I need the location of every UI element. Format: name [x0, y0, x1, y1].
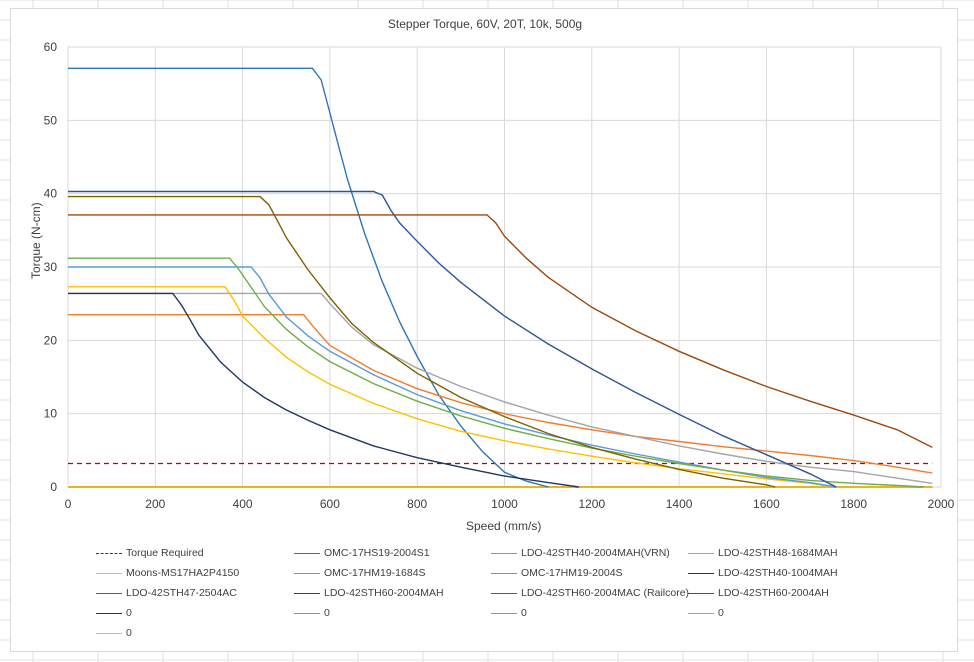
x-tick-label: 1000 [491, 497, 518, 511]
legend-swatch [96, 592, 122, 594]
legend-item[interactable]: LDO-42STH47-2504AC [96, 587, 237, 599]
legend-label: OMC-17HM19-2004S [521, 567, 623, 579]
legend-label: LDO-42STH60-2004MAH [324, 587, 444, 599]
series-line-8[interactable] [68, 195, 776, 488]
y-tick-label: 30 [44, 260, 58, 274]
plot-svg: 0 200 400 600 800 1000 1200 1400 1600 1800 2000 0 10… [44, 40, 955, 511]
x-tick-label: 0 [65, 497, 72, 511]
legend-label: LDO-42STH40-2004MAH(VRN) [521, 547, 670, 559]
x-tick-label: 200 [145, 497, 165, 511]
chart-area[interactable]: Stepper Torque, 60V, 20T, 10k, 500g 0 200… [10, 8, 958, 652]
legend-item[interactable]: Torque Required [96, 547, 204, 559]
legend-label: Torque Required [126, 547, 204, 559]
x-tick-label: 2000 [928, 497, 955, 511]
legend-label: 0 [126, 607, 132, 619]
y-tick-label: 10 [44, 407, 58, 421]
legend-swatch [294, 572, 320, 574]
legend-swatch [688, 552, 714, 554]
legend-label: OMC-17HS19-2004S1 [324, 547, 430, 559]
series-line-1[interactable] [68, 67, 549, 488]
legend-swatch [96, 612, 122, 614]
series-line-10[interactable] [68, 214, 933, 449]
legend-label: 0 [718, 607, 724, 619]
legend-swatch [688, 612, 714, 614]
legend-swatch [491, 612, 517, 614]
legend-item[interactable]: LDO-42STH60-2004MAH [294, 587, 444, 599]
x-tick-label: 1200 [578, 497, 605, 511]
x-tick-label: 1600 [753, 497, 780, 511]
legend-item[interactable]: LDO-42STH60-2004MAC (Railcore) [491, 587, 689, 599]
series-line-3[interactable] [68, 292, 933, 484]
y-tick-label: 0 [50, 480, 57, 494]
legend-swatch [688, 592, 714, 594]
x-axis-label: Speed (mm/s) [466, 519, 542, 533]
legend-label: LDO-42STH60-2004AH [718, 587, 829, 599]
legend-item[interactable]: LDO-42STH40-1004MAH [688, 567, 838, 579]
y-tick-label: 20 [44, 333, 58, 347]
chart-title: Stepper Torque, 60V, 20T, 10k, 500g [387, 17, 583, 31]
legend-item[interactable]: 0 [96, 607, 132, 619]
series-line-6[interactable] [68, 257, 924, 488]
legend-label: LDO-42STH60-2004MAC (Railcore) [521, 587, 690, 599]
series-line-11[interactable] [68, 190, 837, 488]
legend-label: 0 [126, 627, 132, 639]
y-tick-label: 60 [44, 40, 58, 54]
legend-swatch [96, 632, 122, 634]
legend-label: 0 [521, 607, 527, 619]
legend-item[interactable]: OMC-17HM19-2004S [491, 567, 623, 579]
legend-label: OMC-17HM19-1684S [324, 567, 426, 579]
series-line-4[interactable] [68, 286, 837, 488]
x-tick-label: 1400 [666, 497, 693, 511]
x-tick-label: 400 [233, 497, 253, 511]
series-line-7[interactable] [68, 292, 579, 488]
legend-item[interactable]: OMC-17HS19-2004S1 [294, 547, 430, 559]
legend-item[interactable]: LDO-42STH60-2004AH [688, 587, 829, 599]
legend-swatch [491, 592, 517, 594]
legend-item[interactable]: LDO-42STH48-1684MAH [688, 547, 838, 559]
x-tick-label: 1800 [840, 497, 867, 511]
legend-item[interactable]: 0 [96, 627, 132, 639]
legend-item[interactable]: 0 [294, 607, 330, 619]
legend-label: 0 [324, 607, 330, 619]
legend-label: Moons-MS17HA2P4150 [126, 567, 240, 579]
legend-item[interactable]: 0 [491, 607, 527, 619]
legend-swatch [491, 572, 517, 574]
legend-label: LDO-42STH47-2504AC [126, 587, 237, 599]
legend-swatch [294, 612, 320, 614]
legend-item[interactable]: LDO-42STH40-2004MAH(VRN) [491, 547, 670, 559]
series-line-2[interactable] [68, 314, 933, 474]
legend-swatch [491, 552, 517, 554]
y-tick-label: 40 [44, 187, 58, 201]
y-axis-label: Torque (N-cm) [29, 202, 43, 279]
x-tick-label: 800 [407, 497, 427, 511]
legend-swatch [96, 572, 122, 574]
legend-swatch [96, 552, 122, 554]
legend-label: LDO-42STH40-1004MAH [718, 567, 838, 579]
legend-item[interactable]: Moons-MS17HA2P4150 [96, 567, 239, 579]
legend-label: LDO-42STH48-1684MAH [718, 547, 838, 559]
y-tick-label: 50 [44, 113, 58, 127]
legend-item[interactable]: 0 [688, 607, 724, 619]
legend-swatch [294, 552, 320, 554]
legend-swatch [688, 572, 714, 574]
legend-swatch [294, 592, 320, 594]
x-tick-label: 600 [320, 497, 340, 511]
legend-item[interactable]: OMC-17HM19-1684S [294, 567, 426, 579]
